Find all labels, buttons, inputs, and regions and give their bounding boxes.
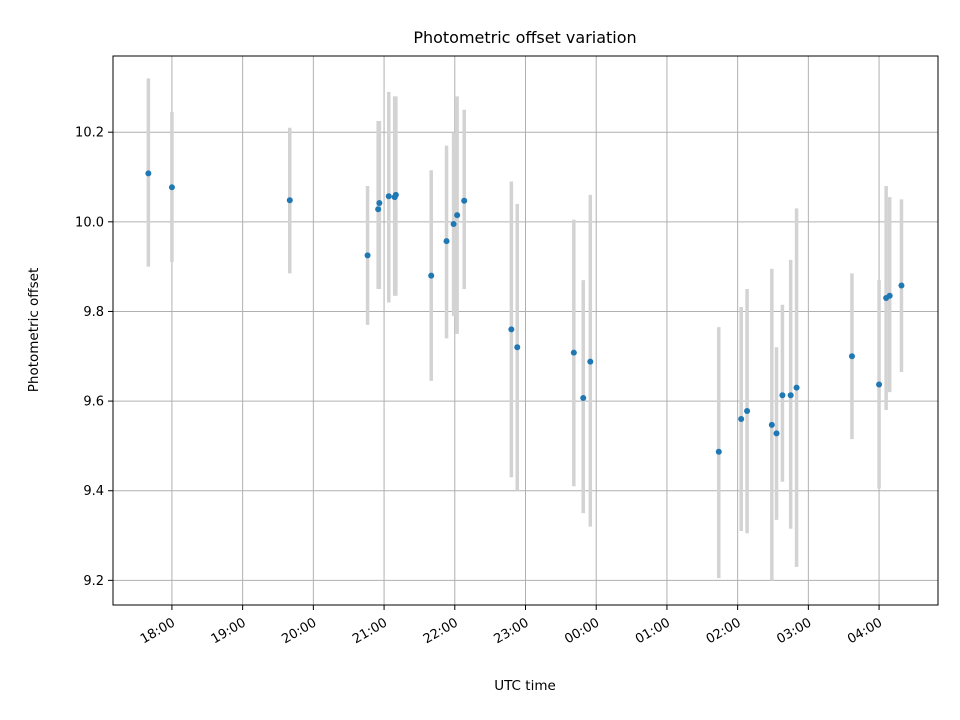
data-point — [450, 221, 457, 228]
x-tick-label: 22:00 — [421, 615, 461, 647]
data-point — [508, 326, 515, 333]
data-point — [793, 384, 800, 391]
x-tick-label: 20:00 — [279, 615, 319, 647]
x-tick-label: 18:00 — [138, 615, 178, 647]
data-point — [773, 430, 780, 437]
y-tick-label: 9.6 — [83, 395, 104, 410]
data-point — [286, 197, 293, 204]
data-point — [454, 212, 461, 219]
grid-layer — [113, 56, 938, 605]
data-point — [580, 394, 587, 401]
data-point — [876, 381, 883, 388]
data-point — [570, 349, 577, 356]
data-point — [768, 421, 775, 428]
data-point — [145, 170, 152, 177]
data-point — [514, 344, 521, 351]
data-point — [587, 358, 594, 365]
data-point — [364, 252, 371, 259]
data-point — [848, 353, 855, 360]
data-point — [886, 292, 893, 299]
x-tick-label: 21:00 — [350, 615, 390, 647]
x-tick-label: 19:00 — [209, 615, 249, 647]
x-tick-label: 00:00 — [562, 615, 602, 647]
data-point — [744, 407, 751, 414]
data-point — [392, 191, 399, 198]
x-axis-label: UTC time — [494, 678, 556, 694]
x-tick-label: 04:00 — [845, 615, 885, 647]
data-point — [443, 238, 450, 245]
chart-title: Photometric offset variation — [413, 28, 636, 47]
data-point — [738, 416, 745, 423]
data-point — [461, 197, 468, 204]
y-tick-label: 9.8 — [83, 305, 104, 320]
data-point — [375, 206, 382, 213]
data-point — [385, 193, 392, 200]
x-tick-label: 02:00 — [704, 615, 744, 647]
data-point — [168, 184, 175, 191]
data-point — [428, 272, 435, 279]
data-point — [715, 448, 722, 455]
ticks-layer: 18:00 19:00 20:00 21:00 22:00 23:00 00:00 01:00… — [75, 126, 885, 648]
x-tick-label: 01:00 — [633, 615, 673, 647]
points-layer — [145, 170, 905, 455]
y-tick-label: 10.2 — [75, 126, 104, 141]
y-tick-label: 10.0 — [75, 215, 104, 230]
y-tick-label: 9.4 — [83, 484, 104, 499]
data-point — [787, 392, 794, 399]
data-point — [376, 199, 383, 206]
x-tick-label: 23:00 — [492, 615, 532, 647]
y-tick-label: 9.2 — [83, 574, 104, 589]
x-tick-label: 03:00 — [774, 615, 814, 647]
y-axis-label: Photometric offset — [26, 268, 42, 392]
error-bars-layer — [146, 78, 904, 581]
data-point — [779, 392, 786, 399]
data-point — [898, 282, 905, 289]
